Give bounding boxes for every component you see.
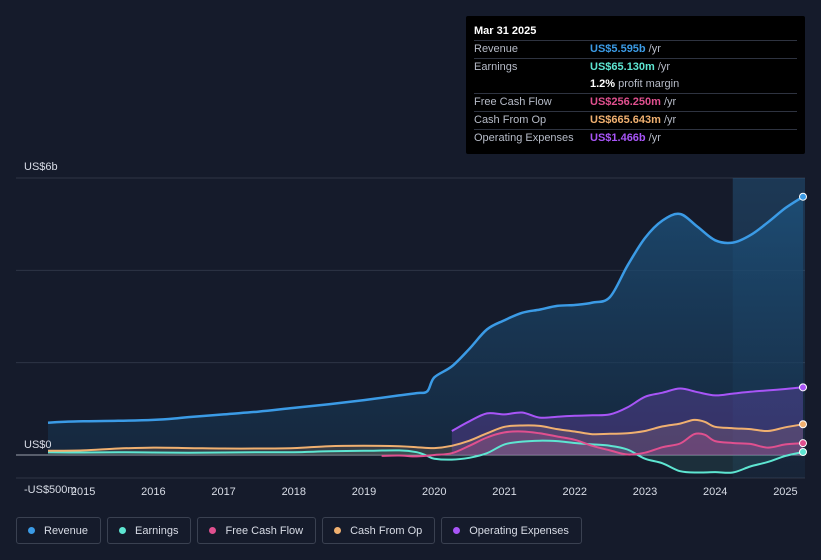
earnings-area <box>48 440 803 473</box>
x-tick-label: 2018 <box>282 486 306 498</box>
tooltip-value: US$1.466b <box>590 132 646 144</box>
x-tick-label: 2022 <box>563 486 587 498</box>
tooltip-value: US$65.130m <box>590 61 655 73</box>
x-tick-label: 2017 <box>211 486 235 498</box>
earnings-end-marker <box>799 447 807 456</box>
x-tick-label: 2024 <box>703 486 727 498</box>
tooltip-row: Operating Expenses US$1.466b/yr <box>474 129 797 147</box>
free-cash-flow-line <box>381 430 804 458</box>
x-tick-label: 2015 <box>71 486 95 498</box>
operating-expenses-line <box>451 386 804 432</box>
tooltip-rows: Revenue US$5.595b/yr Earnings US$65.130m/yr… <box>474 40 797 147</box>
tooltip-label <box>474 76 590 93</box>
tooltip-row: Revenue US$5.595b/yr <box>474 40 797 58</box>
operating-expenses-end-marker <box>799 383 807 392</box>
tooltip-label: Cash From Op <box>474 114 547 126</box>
legend-label: Cash From Op <box>350 524 423 537</box>
revenue-line <box>47 195 804 424</box>
tooltip-label: Operating Expenses <box>474 132 574 144</box>
tooltip-row: Free Cash Flow US$256.250m/yr <box>474 93 797 111</box>
tooltip-unit: profit margin <box>618 78 680 90</box>
y-tick-label: US$0 <box>24 439 52 451</box>
legend-label: Revenue <box>44 524 89 537</box>
legend-item-earnings[interactable]: Earnings <box>107 517 192 544</box>
tooltip-value: 1.2% <box>590 78 616 90</box>
area-layer <box>48 196 803 473</box>
chart-legend: Revenue Earnings Free Cash Flow Cash From O… <box>16 517 582 544</box>
data-tooltip: Mar 31 2025 Revenue US$5.595b/yr Earnings U… <box>466 16 805 154</box>
legend-label: Earnings <box>135 524 179 537</box>
cash-from-op-end-marker <box>799 420 807 429</box>
x-tick-label: 2023 <box>633 486 657 498</box>
tooltip-value: US$5.595b <box>590 43 646 55</box>
y-tick-label: -US$500m <box>24 484 77 496</box>
tooltip-row: Earnings US$65.130m/yr <box>474 58 797 76</box>
legend-label: Free Cash Flow <box>225 524 304 537</box>
x-tick-label: 2020 <box>422 486 446 498</box>
tooltip-value: US$665.643m <box>590 114 661 126</box>
line-layer <box>47 195 804 474</box>
tooltip-unit: /yr <box>657 61 671 73</box>
tooltip-label: Free Cash Flow <box>474 96 552 108</box>
tooltip-label: Earnings <box>474 61 518 73</box>
y-tick-label: US$6b <box>24 161 58 173</box>
x-tick-label: 2021 <box>492 486 516 498</box>
revenue-area <box>48 196 803 455</box>
tooltip-date: Mar 31 2025 <box>474 25 537 37</box>
marker-layer <box>799 192 807 456</box>
legend-item-operating-expenses[interactable]: Operating Expenses <box>441 517 582 544</box>
legend-dot-icon <box>28 527 35 534</box>
legend-item-cash-from-op[interactable]: Cash From Op <box>322 517 436 544</box>
tooltip-unit: /yr <box>663 96 677 108</box>
earnings-line <box>47 439 804 474</box>
tooltip-unit: /yr <box>663 114 677 126</box>
y-axis: US$6b US$0 -US$500m <box>24 161 77 496</box>
cash-from-op-line <box>47 418 804 452</box>
x-tick-label: 2016 <box>141 486 165 498</box>
x-axis: 2015 2016 2017 2018 2019 2020 2021 2022 2023 2024… <box>71 486 798 498</box>
free-cash-flow-end-marker <box>799 439 807 448</box>
legend-dot-icon <box>119 527 127 534</box>
tooltip-row: Cash From Op US$665.643m/yr <box>474 111 797 129</box>
operating-expenses-area <box>451 387 803 455</box>
legend-dot-icon <box>334 527 342 534</box>
legend-dot-icon <box>453 527 461 534</box>
revenue-end-marker <box>799 192 807 201</box>
legend-dot-icon <box>209 527 217 534</box>
tooltip-unit: /yr <box>648 43 661 55</box>
tooltip-value: US$256.250m <box>590 96 661 108</box>
legend-item-free-cash-flow[interactable]: Free Cash Flow <box>197 517 317 544</box>
x-tick-label: 2025 <box>773 486 797 498</box>
tooltip-label: Revenue <box>474 43 519 55</box>
x-tick-label: 2019 <box>352 486 376 498</box>
legend-item-revenue[interactable]: Revenue <box>16 517 102 544</box>
tooltip-unit: /yr <box>648 132 661 144</box>
legend-label: Operating Expenses <box>469 524 569 537</box>
tooltip-row: 1.2% profit margin <box>474 76 797 93</box>
